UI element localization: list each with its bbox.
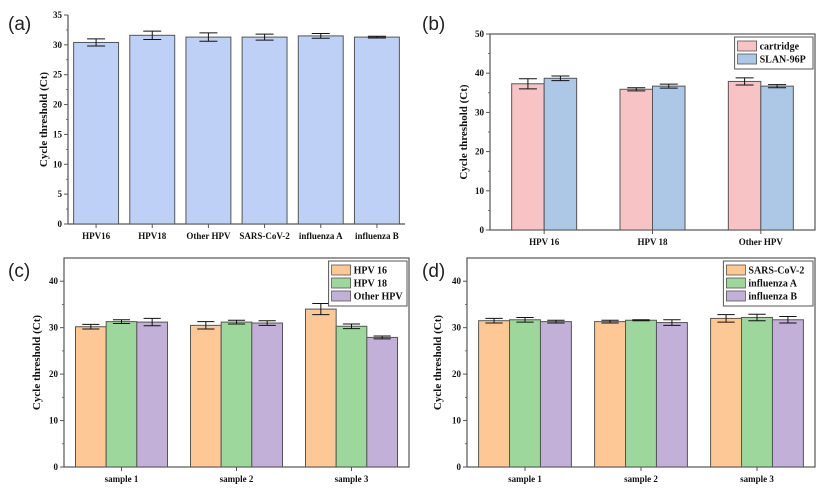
bar xyxy=(655,322,688,468)
y-tick-label: 20 xyxy=(452,369,462,379)
y-tick-label: 30 xyxy=(452,323,462,333)
bar xyxy=(543,77,578,231)
bar xyxy=(478,320,511,468)
bar xyxy=(75,326,107,468)
bar xyxy=(73,41,120,225)
legend-swatch xyxy=(737,40,757,52)
y-tick-label: 40 xyxy=(452,276,462,286)
y-axis-title: Cycle threshold (Ct) xyxy=(458,84,470,179)
bar xyxy=(105,321,138,468)
bar xyxy=(509,319,541,468)
legend-swatch xyxy=(726,290,746,302)
y-tick-label: 0 xyxy=(58,219,63,229)
bar xyxy=(220,321,253,468)
x-tick-label: Other HPV xyxy=(186,231,231,241)
bar xyxy=(190,324,222,468)
bar xyxy=(710,317,743,468)
y-tick-label: 20 xyxy=(475,147,485,157)
panel-label: (b) xyxy=(422,14,445,35)
bar xyxy=(741,316,773,468)
bar xyxy=(129,34,176,225)
x-tick-label: SARS-CoV-2 xyxy=(239,231,290,241)
bar xyxy=(185,36,232,225)
y-tick-label: 50 xyxy=(475,29,485,39)
panel-label: (c) xyxy=(8,261,30,282)
legend-label: influenza B xyxy=(748,292,797,303)
legend-label: Other HPV xyxy=(354,292,404,303)
y-tick-label: 30 xyxy=(475,107,485,117)
legend-label: SARS-CoV-2 xyxy=(748,266,804,277)
y-tick-label: 25 xyxy=(53,70,63,80)
panel-label: (a) xyxy=(8,14,31,35)
x-tick-label: sample 1 xyxy=(105,474,139,484)
legend-swatch xyxy=(331,264,352,276)
bar xyxy=(353,36,400,225)
x-tick-label: HPV16 xyxy=(82,231,110,241)
y-axis-title: Cycle threshold (Ct) xyxy=(31,315,43,410)
legend-swatch xyxy=(737,53,757,65)
x-tick-label: sample 1 xyxy=(508,474,542,484)
legend-swatch xyxy=(726,277,746,289)
bar xyxy=(305,308,337,468)
chart-panel-c: (c) 0 10 20 30 40 Cycle threshold (Ct) sample 1… xyxy=(8,257,410,484)
bar xyxy=(366,336,399,468)
x-tick-label: sample 3 xyxy=(335,474,369,484)
bar xyxy=(539,321,572,468)
y-tick-label: 10 xyxy=(452,416,462,426)
x-tick-label: sample 2 xyxy=(624,474,658,484)
bar xyxy=(594,321,627,468)
chart-panel-a: (a) 0 5 10 15 20 25 30 35 Cycle threshold (Ct) HPV… xyxy=(8,10,405,241)
chart-panel-d: (d) 0 10 20 30 40 Cycle threshold (Ct) sample 1… xyxy=(422,257,816,484)
y-tick-label: 0 xyxy=(457,462,462,472)
x-tick-label: influenza A xyxy=(299,231,343,241)
y-tick-label: 30 xyxy=(49,323,59,333)
bar xyxy=(727,80,762,231)
x-tick-label: sample 2 xyxy=(220,474,254,484)
y-tick-label: 5 xyxy=(58,189,63,199)
y-tick-label: 20 xyxy=(53,100,63,110)
x-tick-label: influenza B xyxy=(355,231,399,241)
legend-label: cartridge xyxy=(760,42,800,53)
bar xyxy=(136,321,168,468)
legend-swatch xyxy=(331,277,352,289)
legend-label: SLAN-96P xyxy=(760,55,806,66)
y-axis-title: Cycle threshold (Ct) xyxy=(38,72,50,167)
legend-label: influenza A xyxy=(748,279,797,290)
y-tick-label: 0 xyxy=(480,225,485,235)
chart-panel-b: (b) 0 10 20 30 40 50 Cycle threshold (Ct) HPV 16… xyxy=(422,14,816,247)
y-tick-label: 10 xyxy=(53,159,63,169)
y-tick-label: 10 xyxy=(49,416,59,426)
x-tick-label: sample 3 xyxy=(740,474,774,484)
bar xyxy=(241,36,288,225)
y-tick-label: 40 xyxy=(475,68,485,78)
legend-label: HPV 16 xyxy=(354,266,387,277)
y-tick-label: 20 xyxy=(49,369,59,379)
bar xyxy=(335,325,368,468)
y-tick-label: 10 xyxy=(475,186,485,196)
y-tick-label: 30 xyxy=(53,40,63,50)
y-tick-label: 35 xyxy=(53,10,63,20)
x-tick-label: HPV 18 xyxy=(637,237,668,247)
bar xyxy=(511,83,545,231)
bar xyxy=(771,319,804,468)
y-tick-label: 40 xyxy=(49,276,59,286)
bar xyxy=(625,319,657,468)
y-tick-label: 15 xyxy=(53,129,63,139)
legend-swatch xyxy=(726,264,746,276)
x-tick-label: Other HPV xyxy=(739,237,784,247)
x-tick-label: HPV 16 xyxy=(529,237,560,247)
y-axis-title: Cycle threshold (Ct) xyxy=(432,315,444,410)
legend-label: HPV 18 xyxy=(354,279,387,290)
legend-swatch xyxy=(331,290,352,302)
bar xyxy=(251,322,283,468)
bar xyxy=(652,85,686,231)
bar xyxy=(760,85,794,231)
panel-label: (d) xyxy=(422,261,445,282)
y-tick-label: 0 xyxy=(54,462,59,472)
x-tick-label: HPV18 xyxy=(138,231,166,241)
bar xyxy=(619,88,653,231)
bar xyxy=(297,35,344,225)
